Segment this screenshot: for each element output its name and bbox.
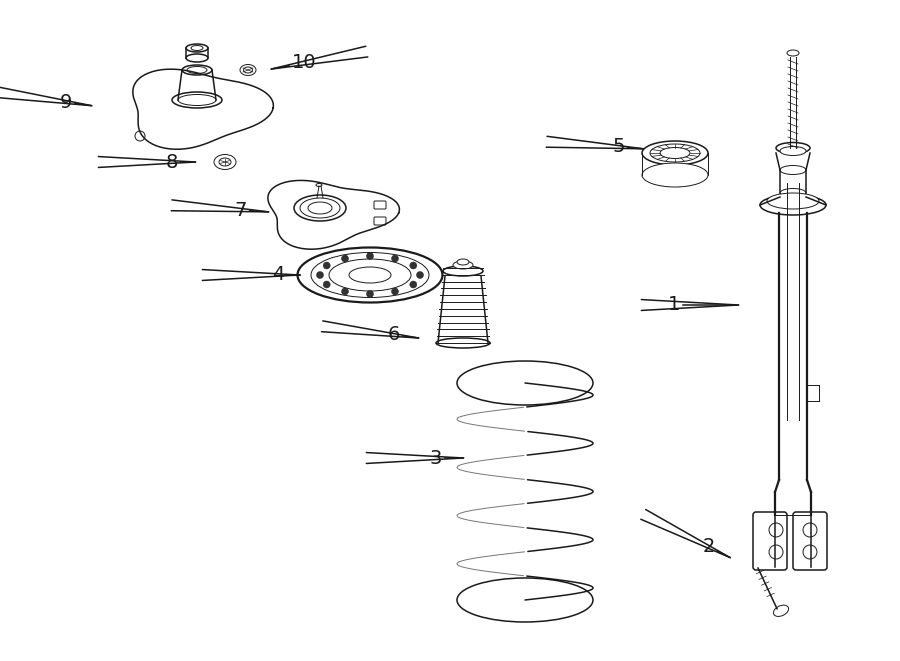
Ellipse shape <box>453 261 473 269</box>
Circle shape <box>341 255 348 262</box>
Ellipse shape <box>443 266 483 276</box>
Ellipse shape <box>311 253 429 297</box>
Text: 6: 6 <box>321 321 419 344</box>
Ellipse shape <box>178 95 216 106</box>
Circle shape <box>366 290 373 297</box>
Ellipse shape <box>349 267 391 283</box>
Circle shape <box>417 272 424 278</box>
Circle shape <box>341 288 348 295</box>
Ellipse shape <box>191 46 203 50</box>
Text: 8: 8 <box>98 153 195 171</box>
FancyBboxPatch shape <box>374 201 386 209</box>
Ellipse shape <box>650 144 700 162</box>
Circle shape <box>135 131 145 141</box>
Ellipse shape <box>187 67 207 73</box>
Ellipse shape <box>780 147 806 155</box>
Text: 4: 4 <box>202 266 300 284</box>
Circle shape <box>392 288 399 295</box>
Circle shape <box>392 255 399 262</box>
Circle shape <box>323 262 330 269</box>
FancyBboxPatch shape <box>753 512 787 570</box>
Ellipse shape <box>760 195 826 215</box>
Circle shape <box>769 523 783 537</box>
Ellipse shape <box>219 158 231 166</box>
Ellipse shape <box>457 578 593 622</box>
Text: 5: 5 <box>546 136 644 157</box>
Ellipse shape <box>642 163 708 187</box>
Circle shape <box>769 545 783 559</box>
Circle shape <box>410 281 417 288</box>
Ellipse shape <box>186 54 208 62</box>
Ellipse shape <box>787 50 799 56</box>
Text: 9: 9 <box>0 87 92 112</box>
Text: 2: 2 <box>641 510 730 558</box>
Ellipse shape <box>240 65 256 75</box>
Circle shape <box>803 523 817 537</box>
Ellipse shape <box>329 259 411 291</box>
Ellipse shape <box>457 259 469 265</box>
Ellipse shape <box>308 202 332 214</box>
Ellipse shape <box>294 195 346 221</box>
Ellipse shape <box>457 361 593 405</box>
Circle shape <box>317 272 323 278</box>
Ellipse shape <box>244 67 253 73</box>
Ellipse shape <box>780 188 806 198</box>
Ellipse shape <box>214 155 236 169</box>
Ellipse shape <box>642 141 708 165</box>
Ellipse shape <box>776 143 810 153</box>
Circle shape <box>366 253 373 260</box>
Ellipse shape <box>767 193 819 209</box>
FancyBboxPatch shape <box>374 217 386 225</box>
Text: 1: 1 <box>642 295 739 315</box>
FancyBboxPatch shape <box>793 512 827 570</box>
Text: 3: 3 <box>366 449 464 467</box>
Ellipse shape <box>298 247 443 303</box>
Ellipse shape <box>186 44 208 52</box>
Circle shape <box>803 545 817 559</box>
Ellipse shape <box>316 184 322 186</box>
Text: 10: 10 <box>271 46 368 73</box>
Ellipse shape <box>436 338 490 348</box>
Ellipse shape <box>172 92 222 108</box>
Text: 7: 7 <box>171 200 268 219</box>
Ellipse shape <box>182 65 212 75</box>
Ellipse shape <box>773 605 788 617</box>
Ellipse shape <box>660 147 690 159</box>
Ellipse shape <box>300 198 340 218</box>
Ellipse shape <box>780 165 806 175</box>
Circle shape <box>410 262 417 269</box>
Circle shape <box>323 281 330 288</box>
